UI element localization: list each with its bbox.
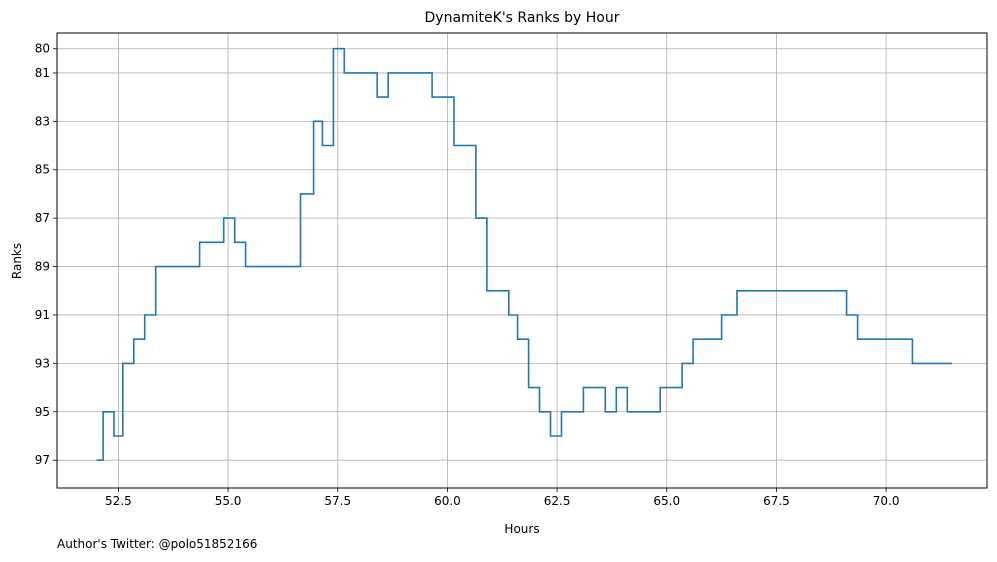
- x-tick-label: 62.5: [544, 494, 571, 508]
- y-tick-label: 81: [35, 66, 50, 80]
- y-tick-label: 93: [35, 356, 50, 370]
- grid-layer: [57, 33, 987, 488]
- x-axis-label: Hours: [504, 522, 539, 536]
- y-tick-label: 85: [35, 163, 50, 177]
- line-layer: [96, 47, 952, 461]
- y-tick-label: 97: [35, 453, 50, 467]
- y-tick-label: 83: [35, 114, 50, 128]
- x-tick-label: 57.5: [324, 494, 351, 508]
- y-tick-label: 80: [35, 42, 50, 56]
- x-tick-label: 55.0: [215, 494, 242, 508]
- y-tick-label: 95: [35, 405, 50, 419]
- x-tick-label: 60.0: [434, 494, 461, 508]
- y-tick-label: 89: [35, 260, 50, 274]
- x-tick-label: 52.5: [105, 494, 132, 508]
- x-tick-label: 67.5: [763, 494, 790, 508]
- x-tick-label: 70.0: [873, 494, 900, 508]
- y-axis-label: Ranks: [10, 243, 24, 279]
- author-footnote: Author's Twitter: @polo51852166: [57, 537, 258, 551]
- y-tick-label: 91: [35, 308, 50, 322]
- y-tick-label: 87: [35, 211, 50, 225]
- tick-layer: 52.5 55.0 57.5 60.0 62.5 65.0 67.5 70.0 80 81 83 85…: [35, 42, 900, 508]
- rank-step-line: [96, 47, 952, 461]
- chart-title: DynamiteK's Ranks by Hour: [425, 10, 620, 26]
- plot-frame: [56, 32, 988, 489]
- x-tick-label: 65.0: [653, 494, 680, 508]
